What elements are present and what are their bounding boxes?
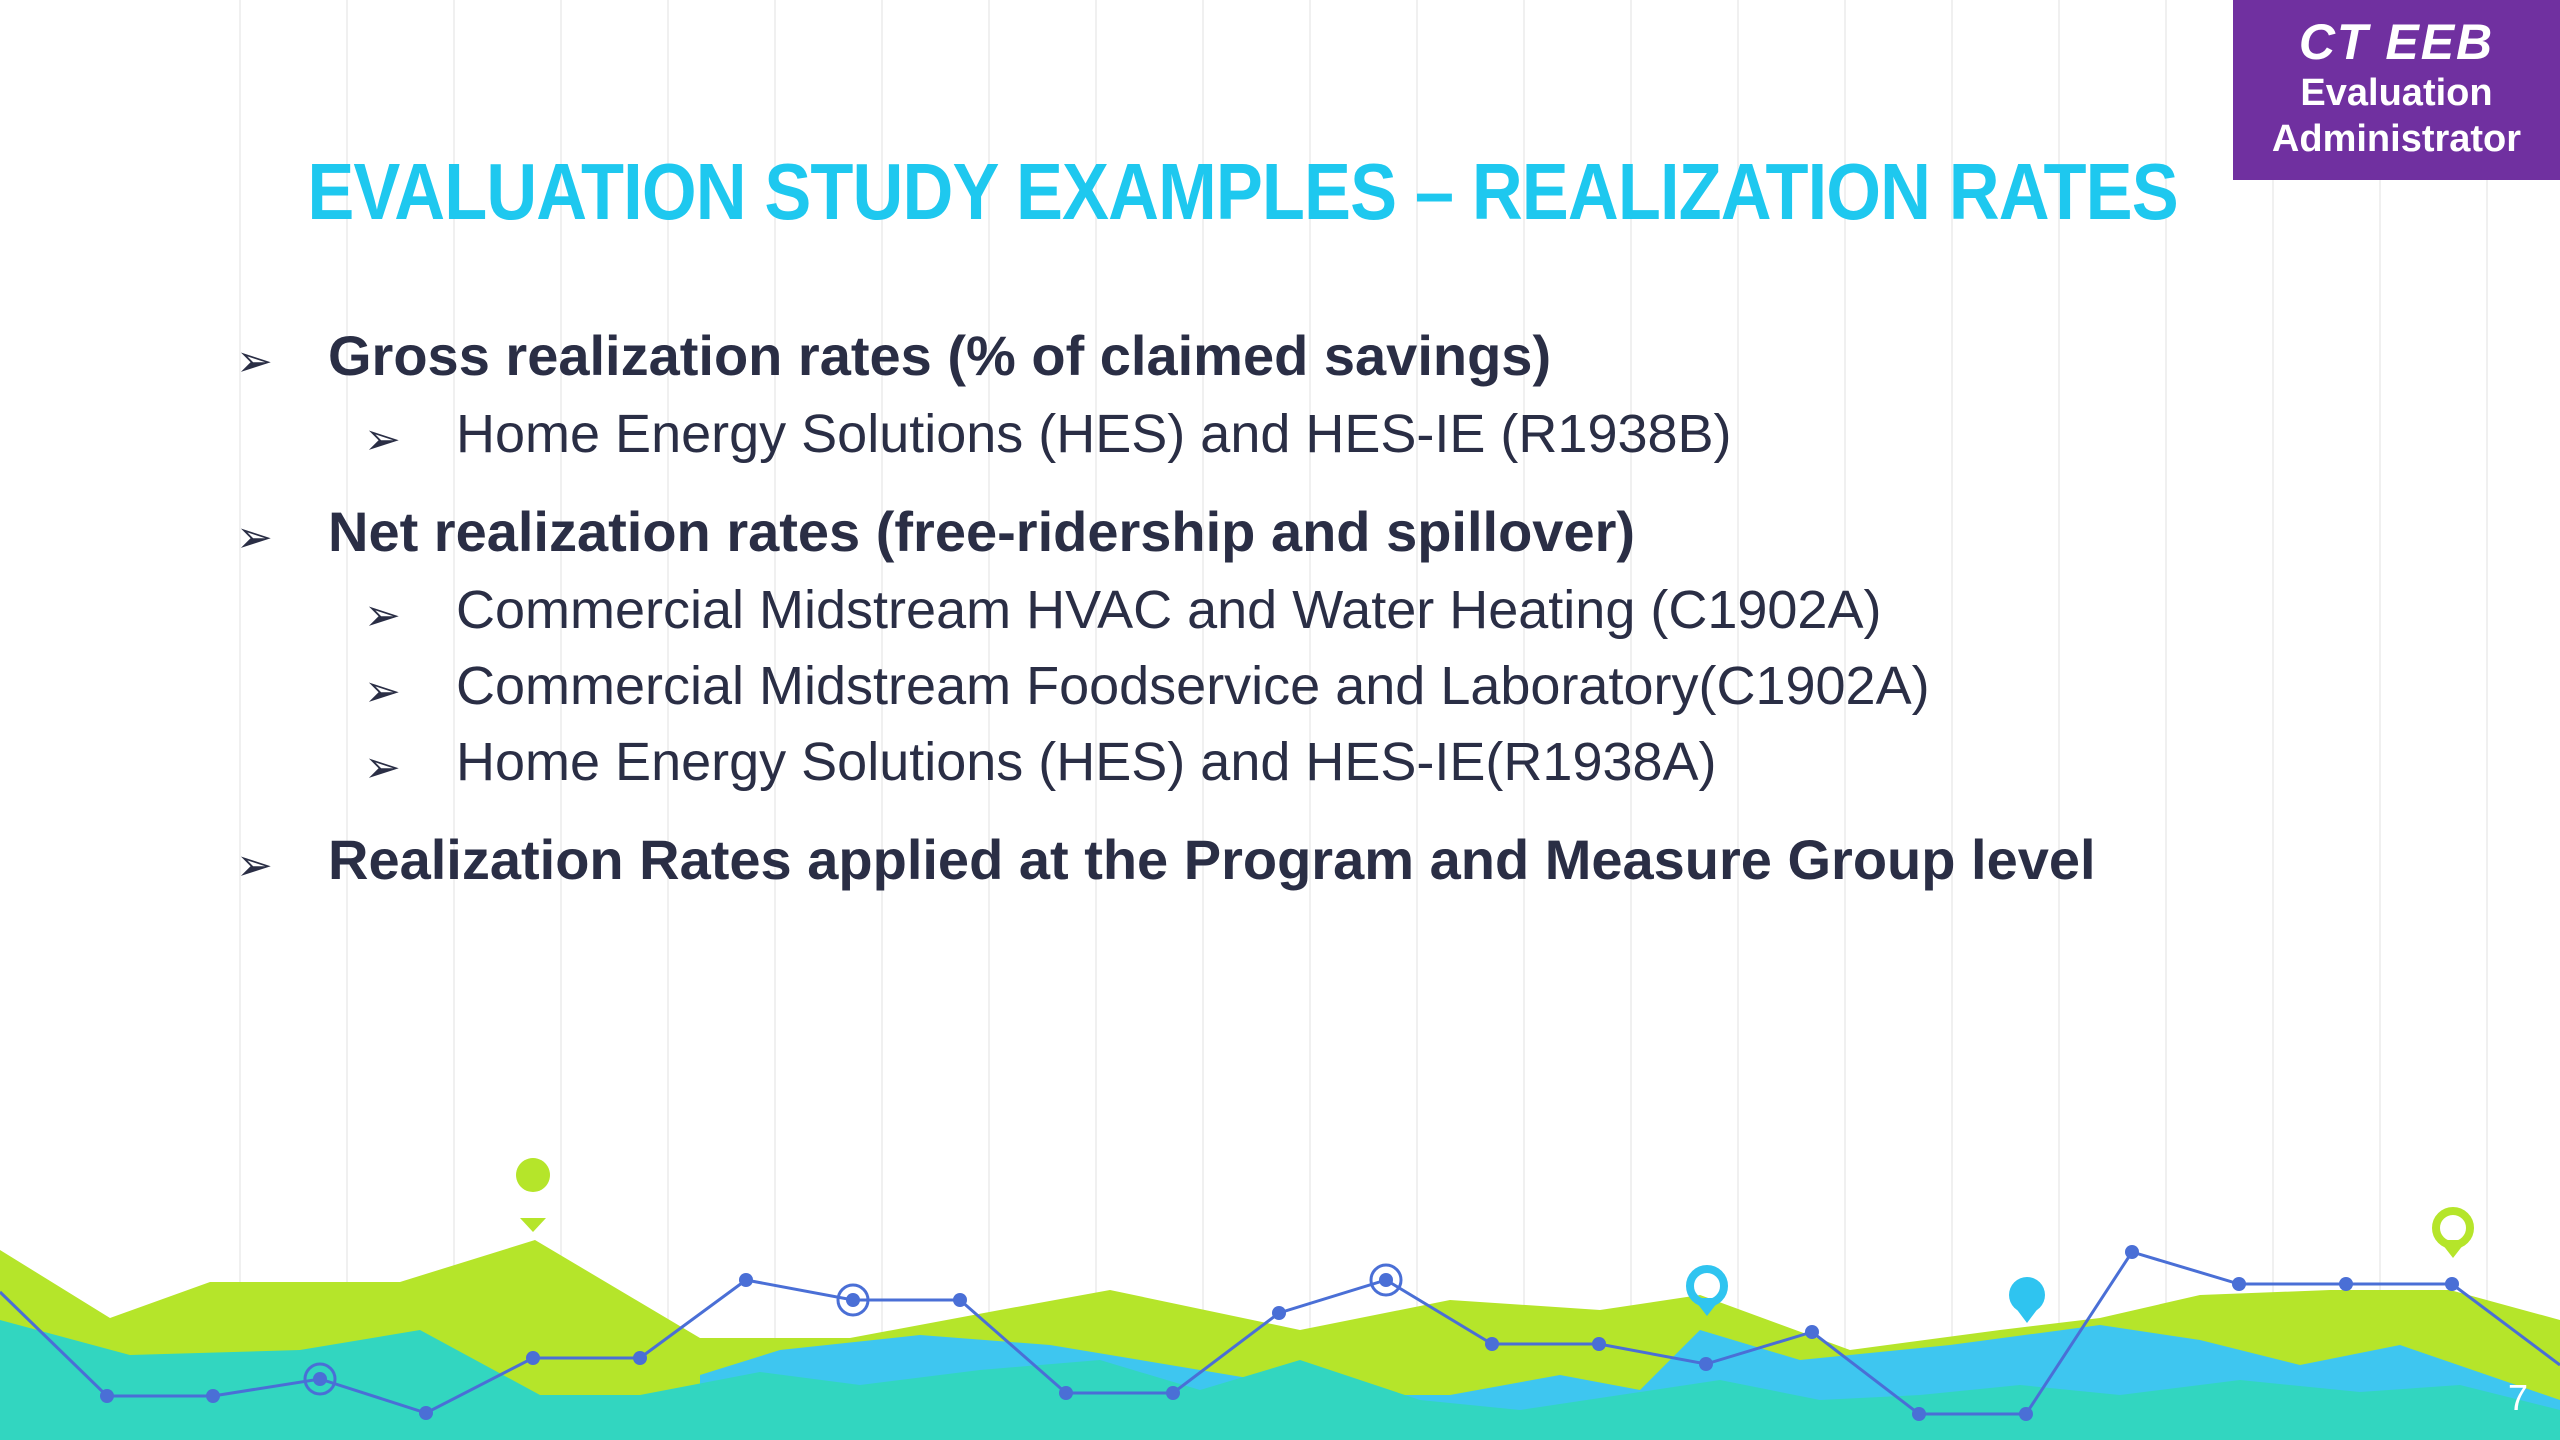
ct-eeb-badge: CT EEB Evaluation Administrator [2233,0,2560,180]
line-node [419,1406,433,1420]
sky-map-pin-outline-icon [1686,1265,1728,1316]
line-node [739,1273,753,1287]
line-node [633,1351,647,1365]
connecting-line-chart [0,1245,2560,1421]
bullet-text: Realization Rates applied at the Program… [328,828,2096,891]
badge-line-3: Administrator [2271,118,2522,160]
line-node [2339,1277,2353,1291]
arrow-bullet-icon: ➢ [364,590,401,641]
bullet-text: Gross realization rates (% of claimed sa… [328,324,1552,387]
bullet-text: Net realization rates (free-ridership an… [328,500,1636,563]
line-node [1805,1325,1819,1339]
line-node [2125,1245,2139,1259]
arrow-bullet-icon: ➢ [236,336,273,387]
arrow-bullet-icon: ➢ [364,742,401,793]
line-node [100,1389,114,1403]
sub-bullet-text: Commercial Midstream Foodservice and Lab… [456,656,1930,716]
line-node [1699,1357,1713,1371]
badge-line-2: Evaluation [2300,72,2493,114]
line-node [2232,1277,2246,1291]
slide-title: EVALUATION STUDY EXAMPLES – REALIZATION … [307,147,2178,236]
line-node [313,1372,327,1386]
line-node [206,1389,220,1403]
line-node [1272,1306,1286,1320]
line-node [1166,1386,1180,1400]
sub-bullet-text: Commercial Midstream HVAC and Water Heat… [456,580,1882,640]
line-node [1912,1407,1926,1421]
line-node [1379,1273,1393,1287]
line-node [953,1293,967,1307]
arrow-bullet-icon: ➢ [236,512,273,563]
page-number: 7 [2508,1377,2529,1418]
sub-bullet-text: Home Energy Solutions (HES) and HES-IE(R… [456,732,1717,792]
line-node-ring [836,1283,870,1317]
line-node-ring [303,1362,337,1396]
line-node [1485,1337,1499,1351]
sub-bullet-text: Home Energy Solutions (HES) and HES-IE (… [456,404,1732,464]
sky-map-pin-icon [2009,1277,2045,1323]
arrow-bullet-icon: ➢ [236,840,273,891]
lime-map-pin-icon [516,1158,551,1232]
line-node [2445,1277,2459,1291]
line-node [846,1293,860,1307]
arrow-bullet-icon: ➢ [364,414,401,465]
line-node [2019,1407,2033,1421]
line-node [1592,1337,1606,1351]
arrow-bullet-icon: ➢ [364,666,401,717]
badge-line-1: CT EEB [2298,14,2495,70]
line-node [1059,1386,1073,1400]
line-node [526,1351,540,1365]
line-node-ring [1369,1263,1403,1297]
lime-map-pin-outline-icon [2432,1207,2474,1258]
